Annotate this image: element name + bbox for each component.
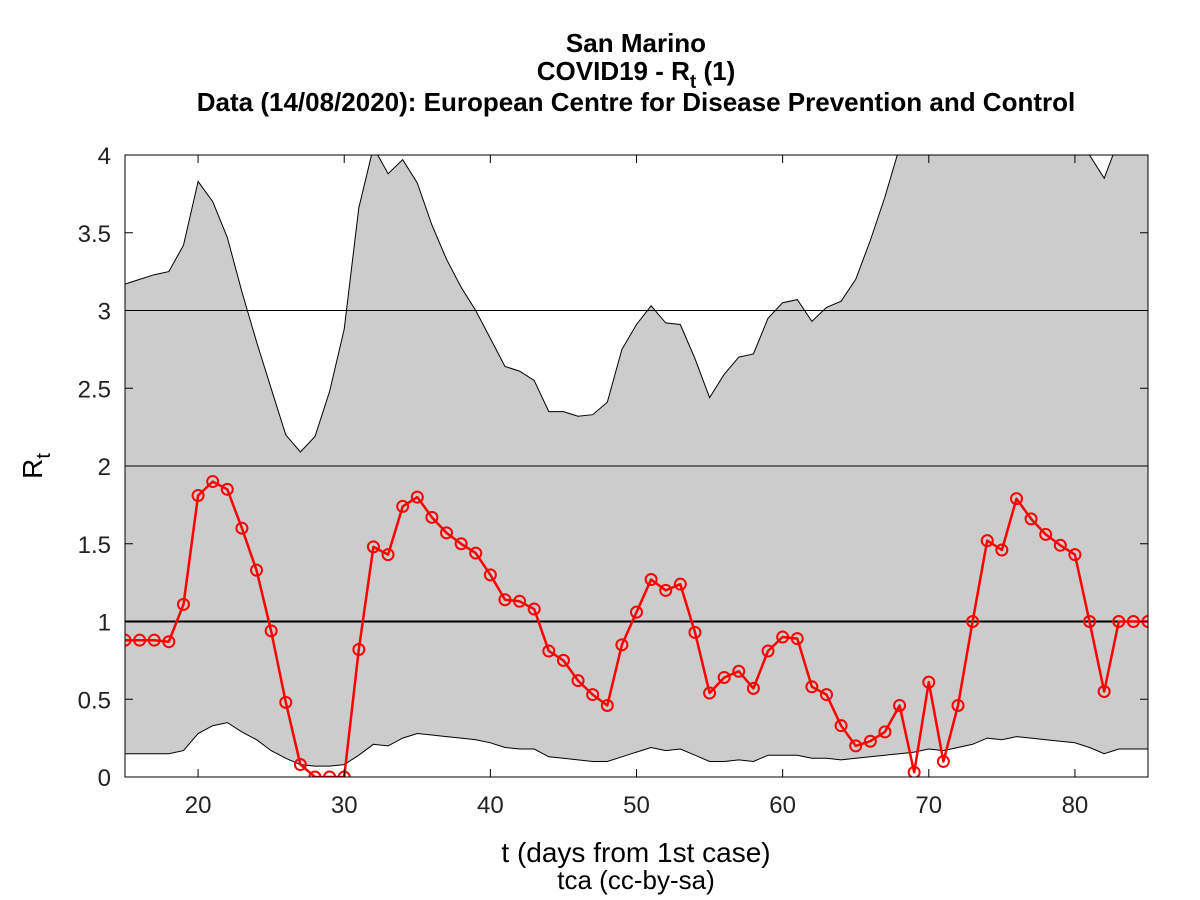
data-point	[206, 475, 220, 489]
x-tick-label: 40	[477, 792, 504, 819]
rt-series	[125, 475, 1148, 777]
data-point	[966, 615, 980, 628]
data-point	[703, 686, 717, 700]
data-point	[147, 633, 161, 647]
data-point	[615, 638, 629, 652]
data-point	[1112, 615, 1126, 628]
data-point	[863, 734, 877, 748]
data-point	[790, 632, 804, 646]
data-point	[805, 680, 819, 694]
data-point	[352, 642, 366, 656]
data-point	[732, 664, 746, 678]
x-axis-ticks: 20 30 40 50 60 70 80	[185, 155, 1089, 819]
data-point	[220, 482, 234, 496]
data-point	[819, 688, 833, 702]
x-axis-label: t (days from 1st case)	[501, 837, 770, 868]
data-point	[162, 635, 176, 649]
data-point	[644, 573, 658, 587]
data-point	[176, 597, 190, 611]
data-point	[250, 563, 264, 577]
chart-title-source: Data (14/08/2020): European Centre for D…	[197, 87, 1075, 117]
data-point	[878, 725, 892, 739]
data-point	[980, 534, 994, 548]
data-point	[527, 602, 541, 616]
y-tick-label: 1.5	[78, 532, 111, 559]
plot-area	[124, 154, 1149, 778]
x-tick-label: 20	[185, 792, 212, 819]
data-point	[279, 695, 293, 709]
y-tick-label: 3	[98, 299, 111, 326]
data-point	[1053, 538, 1067, 552]
y-tick-label: 0.5	[78, 687, 111, 714]
data-point	[571, 674, 585, 688]
series-line	[125, 480, 1148, 777]
data-point	[995, 543, 1009, 557]
data-point	[717, 670, 731, 684]
data-point	[630, 605, 643, 619]
band-upper-edge	[125, 155, 1114, 453]
data-point	[1097, 684, 1111, 698]
data-point	[235, 521, 249, 535]
y-tick-label: 4	[98, 143, 111, 170]
data-point	[1024, 512, 1038, 526]
y-tick-label: 2	[98, 454, 111, 481]
x-tick-label: 60	[769, 792, 796, 819]
data-point	[396, 499, 410, 513]
chart-title-metric: COVID19 - Rt (1)	[537, 56, 735, 93]
data-point	[936, 754, 950, 768]
data-point	[381, 548, 395, 562]
data-point	[761, 644, 775, 658]
data-point	[125, 633, 132, 647]
data-point	[191, 489, 205, 503]
data-point	[469, 546, 483, 560]
data-point	[264, 624, 278, 638]
data-point	[776, 630, 790, 644]
data-point	[440, 526, 454, 540]
y-tick-label: 1	[98, 610, 111, 637]
data-point	[849, 739, 863, 753]
y-axis-ticks: 0 0.5 1 1.5 2 2.5 3 3.5 4	[78, 143, 1148, 792]
data-point	[483, 568, 497, 582]
y-tick-label: 3.5	[78, 221, 111, 248]
band-area	[125, 155, 1148, 767]
data-point	[586, 688, 600, 702]
data-point	[454, 537, 468, 551]
data-point	[673, 577, 687, 591]
data-point	[746, 681, 760, 695]
data-point	[600, 698, 614, 712]
data-point	[133, 633, 147, 647]
data-point	[293, 758, 307, 772]
data-point	[1009, 492, 1023, 506]
data-point	[834, 719, 848, 733]
y-tick-label: 2.5	[78, 376, 111, 403]
data-point	[907, 765, 921, 777]
data-point	[1039, 527, 1053, 541]
y-tick-label: 0	[98, 765, 111, 792]
data-point	[556, 653, 570, 667]
data-point	[1068, 548, 1082, 562]
data-point	[410, 490, 424, 504]
data-point	[498, 593, 512, 607]
data-point	[542, 644, 556, 658]
x-tick-label: 80	[1062, 792, 1089, 819]
data-point	[513, 594, 527, 608]
chart-title-country: San Marino	[566, 28, 706, 58]
x-tick-label: 30	[331, 792, 358, 819]
data-point	[1126, 615, 1140, 628]
data-point	[425, 510, 439, 524]
data-point	[893, 698, 907, 712]
data-point	[1083, 615, 1097, 628]
data-point	[308, 770, 322, 777]
footer-credit: tca (cc-by-sa)	[557, 865, 714, 895]
data-point	[323, 770, 337, 777]
x-tick-label: 50	[623, 792, 650, 819]
data-point	[951, 698, 965, 712]
data-point	[659, 583, 673, 597]
x-tick-label: 70	[915, 792, 942, 819]
data-point	[366, 540, 380, 554]
data-point	[922, 675, 936, 689]
y-axis-label: Rt	[17, 453, 55, 479]
data-point	[688, 625, 702, 639]
